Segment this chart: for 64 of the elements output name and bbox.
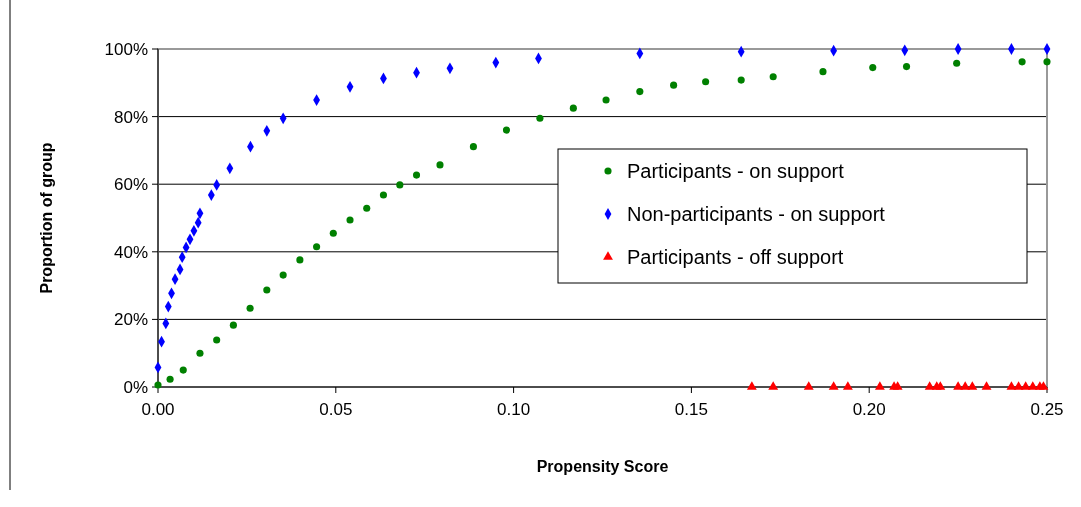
x-tick-label: 0.15 [674, 400, 708, 419]
point [869, 64, 877, 72]
point [196, 349, 204, 357]
x-tick-label: 0.10 [497, 400, 531, 419]
point [602, 96, 610, 104]
point [279, 271, 287, 279]
y-axis-title: Proportion of group [38, 142, 55, 294]
x-tick-label: 0.20 [852, 400, 886, 419]
point [166, 375, 174, 383]
point [746, 381, 757, 390]
point [737, 76, 745, 84]
point [536, 114, 544, 122]
legend-label: Non-participants - on support [627, 203, 886, 225]
point [636, 88, 644, 96]
point [803, 381, 814, 390]
point [412, 171, 421, 179]
point [981, 381, 992, 390]
point [768, 381, 779, 390]
point [670, 81, 678, 89]
point [502, 126, 511, 134]
point [229, 321, 237, 329]
point [842, 381, 853, 390]
point [702, 78, 710, 86]
point [960, 381, 971, 390]
point [569, 104, 577, 112]
y-tick-label: 100% [104, 39, 148, 59]
point [1038, 381, 1049, 390]
y-tick-label: 80% [113, 107, 148, 127]
point [1018, 58, 1026, 66]
point [179, 366, 187, 374]
point [329, 229, 337, 237]
y-tick-label: 20% [113, 310, 148, 330]
point [874, 381, 885, 390]
legend-label: Participants - on support [627, 160, 845, 182]
point [379, 191, 388, 199]
x-tick-label: 0.05 [319, 400, 353, 419]
point [246, 304, 254, 312]
point [469, 143, 477, 151]
x-tick-label: 0.25 [1030, 400, 1064, 419]
point [967, 381, 978, 390]
point [263, 286, 271, 294]
point [346, 216, 354, 224]
point [953, 381, 964, 390]
point [953, 59, 961, 67]
y-tick-label: 60% [113, 175, 148, 195]
x-tick-label: 0.00 [141, 400, 175, 419]
legend-label: Participants - off support [627, 246, 844, 268]
point [1006, 381, 1017, 390]
point [892, 381, 903, 390]
y-tick-label: 0% [123, 377, 148, 397]
point [828, 381, 839, 390]
point [396, 181, 404, 189]
x-axis-title: Propensity Score [536, 458, 669, 475]
y-tick-label: 40% [113, 242, 148, 262]
point [363, 204, 371, 212]
point [935, 381, 946, 390]
point [436, 161, 444, 169]
point [313, 243, 321, 251]
point [1043, 58, 1051, 66]
point [213, 336, 221, 344]
point [902, 63, 911, 71]
point [819, 68, 827, 76]
point [769, 73, 777, 81]
point [296, 256, 304, 264]
